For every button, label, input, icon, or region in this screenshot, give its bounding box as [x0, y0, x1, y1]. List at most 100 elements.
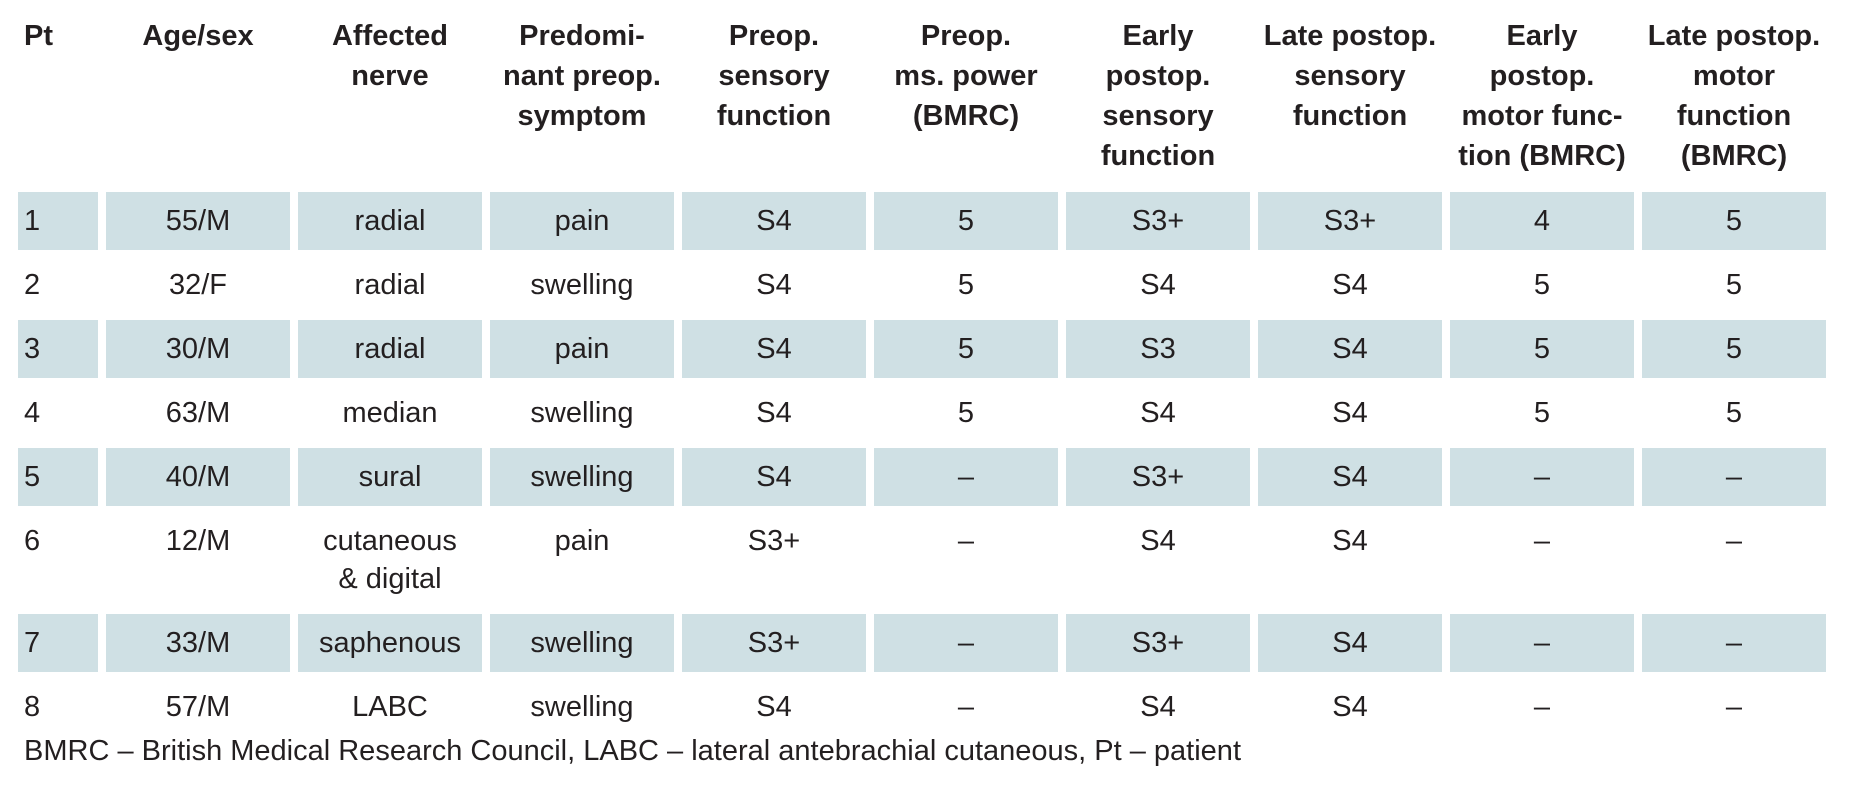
cell-symptom: pain [490, 506, 674, 608]
cell-late-motor: 5 [1642, 186, 1826, 250]
cell-age-sex: 30/M [106, 314, 290, 378]
cell-late-sensory: S3+ [1258, 186, 1442, 250]
cell-late-motor: – [1642, 672, 1826, 736]
header-pt: Pt [24, 20, 53, 52]
cell-symptom: swelling [490, 250, 674, 314]
cell-nerve: LABC [298, 672, 482, 736]
table-row: 6 12/M cutaneous & digital pain S3+ – S4… [18, 506, 1826, 608]
cell-early-sensory: S3 [1066, 314, 1250, 378]
cell-late-sensory: S4 [1258, 608, 1442, 672]
cell-age-sex: 32/F [106, 250, 290, 314]
cell-preop-sensory: S4 [682, 250, 866, 314]
cell-late-sensory: S4 [1258, 314, 1442, 378]
cell-late-motor: – [1642, 506, 1826, 608]
data-table-container: Pt Age/sex Affected nerve Predomi-nant pr… [18, 12, 1834, 736]
table-row: 5 40/M sural swelling S4 – S3+ S4 – – [18, 442, 1826, 506]
cell-preop-sensory: S3+ [682, 506, 866, 608]
cell-symptom: swelling [490, 608, 674, 672]
header-late-postop-sensory: Late postop. sensory function [1263, 20, 1437, 132]
cell-preop-sensory: S4 [682, 186, 866, 250]
cell-preop-power: – [874, 442, 1058, 506]
header-row: Pt Age/sex Affected nerve Predomi-nant pr… [18, 12, 1826, 186]
header-early-postop-sensory: Early postop. sensory function [1100, 20, 1216, 172]
cell-preop-power: 5 [874, 186, 1058, 250]
table-row: 2 32/F radial swelling S4 5 S4 S4 5 5 [18, 250, 1826, 314]
cell-pt: 2 [18, 250, 98, 314]
cell-preop-power: – [874, 506, 1058, 608]
cell-early-sensory: S4 [1066, 250, 1250, 314]
cell-early-sensory: S4 [1066, 506, 1250, 608]
cell-preop-power: 5 [874, 250, 1058, 314]
cell-preop-sensory: S4 [682, 314, 866, 378]
cell-symptom: pain [490, 186, 674, 250]
table-row: 7 33/M saphenous swelling S3+ – S3+ S4 –… [18, 608, 1826, 672]
header-preop-power: Preop. ms. power (BMRC) [894, 20, 1038, 132]
cell-preop-power: 5 [874, 378, 1058, 442]
cell-early-motor: – [1450, 672, 1634, 736]
header-early-postop-motor: Early postop. motor func-tion (BMRC) [1458, 20, 1626, 172]
header-predominant-symptom: Predomi-nant preop. symptom [503, 20, 661, 132]
cell-preop-power: 5 [874, 314, 1058, 378]
cell-early-motor: 4 [1450, 186, 1634, 250]
cell-pt: 1 [18, 186, 98, 250]
cell-symptom: swelling [490, 672, 674, 736]
cell-age-sex: 55/M [106, 186, 290, 250]
table-row: 1 55/M radial pain S4 5 S3+ S3+ 4 5 [18, 186, 1826, 250]
cell-late-sensory: S4 [1258, 250, 1442, 314]
table-row: 4 63/M median swelling S4 5 S4 S4 5 5 [18, 378, 1826, 442]
cell-pt: 3 [18, 314, 98, 378]
cell-pt: 4 [18, 378, 98, 442]
cell-symptom: swelling [490, 378, 674, 442]
cell-early-motor: – [1450, 442, 1634, 506]
header-preop-sensory: Preop. sensory function [716, 20, 832, 132]
cell-late-sensory: S4 [1258, 378, 1442, 442]
patient-outcomes-table: Pt Age/sex Affected nerve Predomi-nant pr… [10, 12, 1834, 736]
cell-early-sensory: S4 [1066, 378, 1250, 442]
cell-age-sex: 63/M [106, 378, 290, 442]
cell-preop-power: – [874, 672, 1058, 736]
cell-nerve: radial [298, 250, 482, 314]
cell-symptom: pain [490, 314, 674, 378]
header-late-postop-motor: Late postop. motor function (BMRC) [1647, 20, 1821, 172]
cell-late-sensory: S4 [1258, 442, 1442, 506]
cell-early-motor: 5 [1450, 250, 1634, 314]
cell-preop-sensory: S4 [682, 672, 866, 736]
cell-early-motor: – [1450, 506, 1634, 608]
cell-age-sex: 40/M [106, 442, 290, 506]
cell-early-sensory: S3+ [1066, 186, 1250, 250]
header-age-sex: Age/sex [142, 20, 254, 52]
cell-late-motor: 5 [1642, 314, 1826, 378]
table-footnote: BMRC – British Medical Research Council,… [24, 735, 1241, 767]
cell-pt: 5 [18, 442, 98, 506]
cell-late-motor: 5 [1642, 378, 1826, 442]
cell-early-sensory: S4 [1066, 672, 1250, 736]
cell-early-sensory: S3+ [1066, 442, 1250, 506]
cell-late-motor: – [1642, 608, 1826, 672]
cell-age-sex: 57/M [106, 672, 290, 736]
cell-pt: 8 [18, 672, 98, 736]
cell-nerve: saphenous [298, 608, 482, 672]
cell-pt: 6 [18, 506, 98, 608]
cell-preop-power: – [874, 608, 1058, 672]
cell-nerve: cutaneous & digital [298, 506, 482, 608]
cell-preop-sensory: S4 [682, 442, 866, 506]
cell-early-motor: 5 [1450, 378, 1634, 442]
cell-nerve-line: & digital [338, 563, 442, 595]
table-row: 8 57/M LABC swelling S4 – S4 S4 – – [18, 672, 1826, 736]
cell-late-sensory: S4 [1258, 506, 1442, 608]
cell-nerve: median [298, 378, 482, 442]
cell-late-motor: 5 [1642, 250, 1826, 314]
cell-nerve: sural [298, 442, 482, 506]
cell-age-sex: 33/M [106, 608, 290, 672]
cell-nerve: radial [298, 314, 482, 378]
cell-nerve-line: cutaneous [323, 525, 457, 557]
cell-preop-sensory: S3+ [682, 608, 866, 672]
header-affected-nerve: Affected nerve [331, 20, 448, 92]
cell-late-sensory: S4 [1258, 672, 1442, 736]
cell-preop-sensory: S4 [682, 378, 866, 442]
cell-early-sensory: S3+ [1066, 608, 1250, 672]
table-row: 3 30/M radial pain S4 5 S3 S4 5 5 [18, 314, 1826, 378]
cell-late-motor: – [1642, 442, 1826, 506]
cell-symptom: swelling [490, 442, 674, 506]
cell-pt: 7 [18, 608, 98, 672]
